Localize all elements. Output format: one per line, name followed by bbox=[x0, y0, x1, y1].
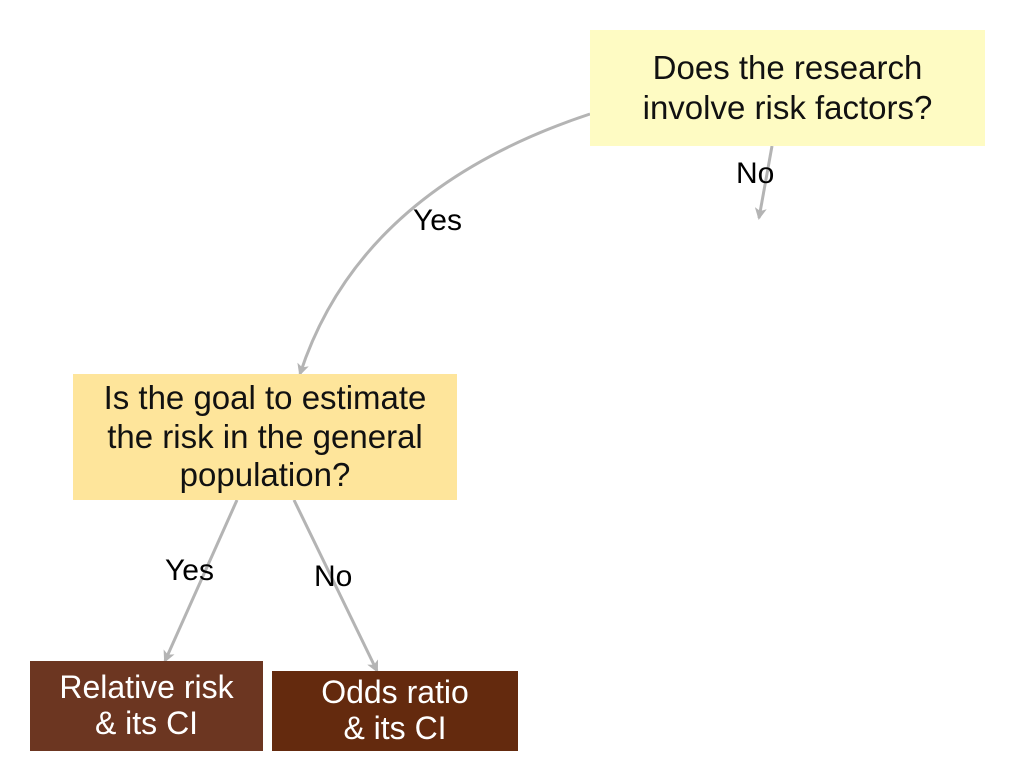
node-text-line: & its CI bbox=[343, 710, 447, 746]
edge-label-q2-no: No bbox=[314, 560, 353, 593]
node-text-line: Relative risk bbox=[59, 669, 234, 706]
node-text-line: Does the research bbox=[652, 48, 923, 86]
decision-risk-factors: Does the research involve risk factors? bbox=[590, 30, 985, 146]
edge-label-q1-yes: Yes bbox=[413, 204, 462, 237]
edge-q2-yes bbox=[163, 499, 239, 663]
node-text-line: population? bbox=[179, 456, 351, 494]
outcome-relative-risk: Relative risk & its CI bbox=[30, 661, 263, 751]
node-text-line: the risk in the general bbox=[107, 417, 423, 455]
edge-q1-yes bbox=[297, 112, 591, 376]
edge-label-q1-no: No bbox=[736, 157, 775, 190]
node-text-line: involve risk factors? bbox=[642, 89, 933, 126]
node-text-line: Is the goal to estimate bbox=[103, 379, 427, 417]
edge-label-q2-yes: Yes bbox=[165, 554, 214, 587]
decision-general-population: Is the goal to estimate the risk in the … bbox=[73, 374, 457, 500]
node-text-line: Odds ratio bbox=[321, 674, 469, 711]
edge-q2-no bbox=[292, 499, 379, 673]
edge-q1-no bbox=[754, 145, 774, 220]
node-text-line: & its CI bbox=[94, 705, 199, 741]
outcome-odds-ratio: Odds ratio & its CI bbox=[272, 671, 518, 751]
